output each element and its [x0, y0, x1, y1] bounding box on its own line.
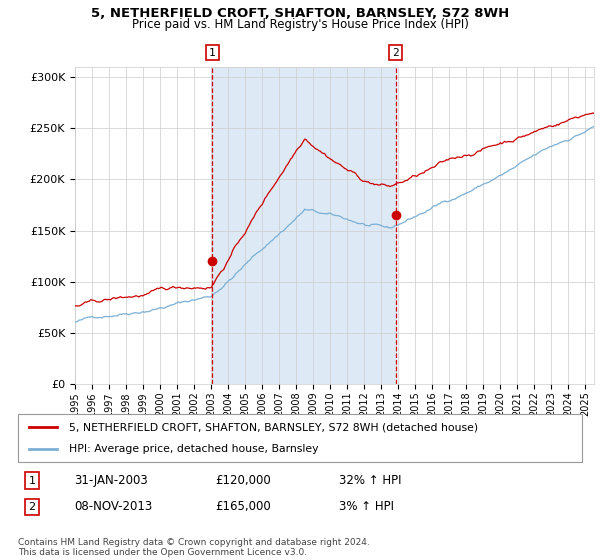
Text: 1: 1 [29, 475, 35, 486]
Text: £165,000: £165,000 [215, 501, 271, 514]
Text: 5, NETHERFIELD CROFT, SHAFTON, BARNSLEY, S72 8WH (detached house): 5, NETHERFIELD CROFT, SHAFTON, BARNSLEY,… [69, 422, 478, 432]
Text: 2: 2 [392, 48, 399, 58]
Bar [212, 67, 395, 384]
Text: Price paid vs. HM Land Registry's House Price Index (HPI): Price paid vs. HM Land Registry's House … [131, 18, 469, 31]
Text: 32% ↑ HPI: 32% ↑ HPI [340, 474, 402, 487]
Text: 5, NETHERFIELD CROFT, SHAFTON, BARNSLEY, S72 8WH: 5, NETHERFIELD CROFT, SHAFTON, BARNSLEY,… [91, 7, 509, 20]
Text: HPI: Average price, detached house, Barnsley: HPI: Average price, detached house, Barn… [69, 444, 318, 454]
Text: £120,000: £120,000 [215, 474, 271, 487]
Text: 31-JAN-2003: 31-JAN-2003 [74, 474, 148, 487]
Text: Contains HM Land Registry data © Crown copyright and database right 2024.
This d: Contains HM Land Registry data © Crown c… [18, 538, 370, 557]
FancyBboxPatch shape [18, 414, 582, 462]
Text: 1: 1 [209, 48, 216, 58]
Text: 3% ↑ HPI: 3% ↑ HPI [340, 501, 394, 514]
Text: 2: 2 [29, 502, 35, 512]
Text: 08-NOV-2013: 08-NOV-2013 [74, 501, 152, 514]
